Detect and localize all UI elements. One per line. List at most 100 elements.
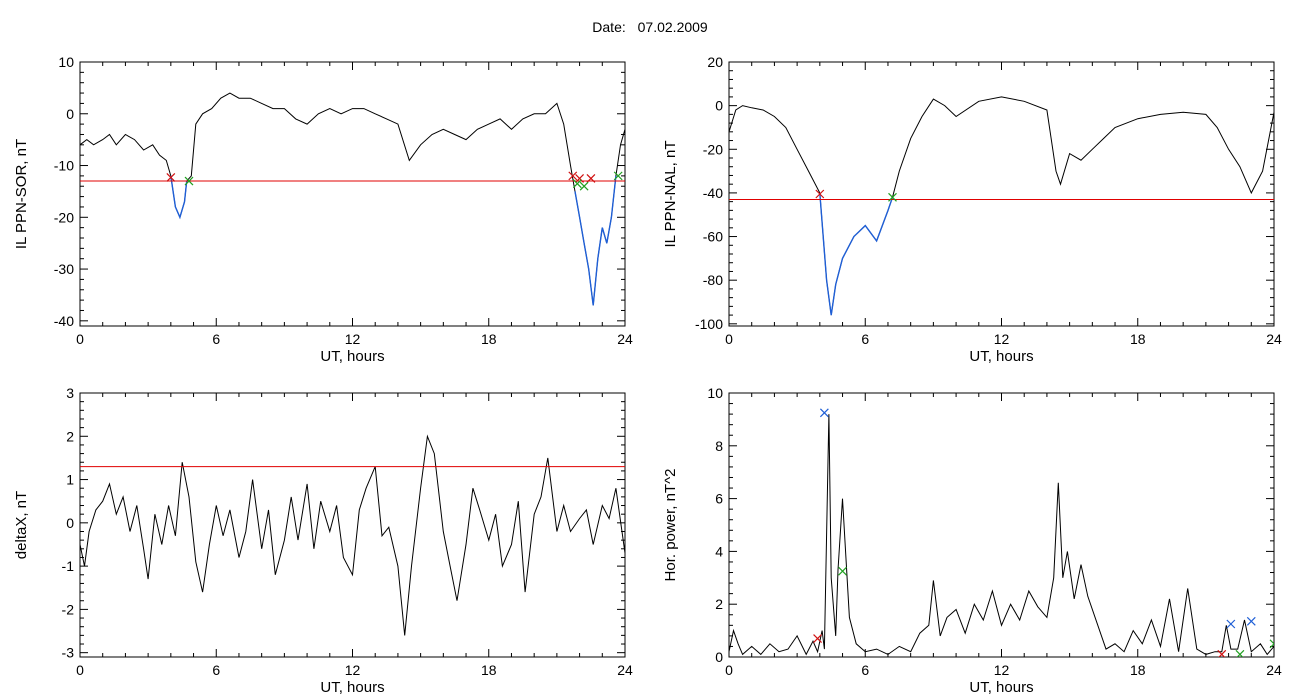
marker-peak-stroke bbox=[1226, 619, 1236, 629]
x-tick-label: 0 bbox=[725, 331, 733, 347]
marker-start bbox=[813, 634, 822, 643]
y-tick-label: 3 bbox=[66, 385, 74, 401]
marker-start bbox=[166, 173, 176, 182]
x-tick-label: 18 bbox=[1130, 331, 1146, 347]
y-tick-label: -3 bbox=[62, 645, 75, 661]
y-tick-label: 20 bbox=[707, 54, 723, 70]
marker-end-stroke bbox=[1236, 649, 1245, 657]
plot-area bbox=[729, 96, 1274, 316]
marker-start bbox=[568, 171, 578, 181]
marker-end-stroke bbox=[838, 566, 847, 576]
marker-peak-stroke bbox=[1246, 616, 1256, 626]
x-tick-label: 18 bbox=[481, 331, 497, 347]
series-line bbox=[729, 414, 1274, 656]
y-tick-label: 0 bbox=[66, 106, 74, 122]
x-tick-label: 0 bbox=[76, 331, 84, 347]
y-tick-label: -2 bbox=[62, 601, 75, 617]
panel-ppn-sor: 0 6 12 18 24 -40 -30 -20 -10 0 10 UT, hours IL PPN-S… bbox=[13, 54, 633, 365]
y-axis-label: deltaX, nT bbox=[13, 491, 30, 559]
x-tick-label: 12 bbox=[994, 662, 1010, 678]
event-series-line bbox=[574, 175, 617, 306]
x-tick-label: 24 bbox=[1266, 331, 1282, 347]
marker-end-stroke bbox=[572, 179, 582, 189]
y-tick-label: 2 bbox=[715, 596, 723, 612]
marker-end-stroke bbox=[184, 176, 194, 186]
series-line bbox=[80, 92, 625, 306]
marker-start-stroke bbox=[586, 174, 596, 183]
date-value: 07.02.2009 bbox=[637, 19, 708, 35]
y-tick-label: 0 bbox=[715, 649, 723, 665]
x-tick-label: 12 bbox=[994, 331, 1010, 347]
marker-end bbox=[838, 566, 847, 576]
x-tick-label: 12 bbox=[345, 662, 361, 678]
plot-frame bbox=[79, 61, 626, 327]
y-tick-label: 1 bbox=[66, 472, 74, 488]
x-tick-label: 24 bbox=[617, 331, 633, 347]
y-axis-label: IL PPN-NAL, nT bbox=[662, 141, 679, 248]
y-tick-label: -100 bbox=[695, 316, 723, 332]
marker-end bbox=[613, 171, 623, 181]
x-tick-label: 24 bbox=[617, 662, 633, 678]
y-tick-label: 8 bbox=[715, 438, 723, 454]
y-tick-label: -10 bbox=[54, 158, 74, 174]
marker-end-stroke bbox=[1269, 639, 1274, 645]
y-tick-label: -60 bbox=[703, 229, 723, 245]
y-tick-label: 2 bbox=[66, 428, 74, 444]
y-tick-label: 0 bbox=[715, 98, 723, 114]
y-tick-label: 6 bbox=[715, 491, 723, 507]
marker-peak bbox=[1226, 619, 1236, 629]
marker-start bbox=[815, 189, 825, 199]
x-tick-label: 12 bbox=[345, 331, 361, 347]
y-tick-label: 0 bbox=[66, 515, 74, 531]
marker-start-stroke bbox=[568, 171, 578, 181]
x-tick-label: 6 bbox=[861, 331, 869, 347]
marker-end-stroke bbox=[888, 192, 897, 202]
y-tick-label: 4 bbox=[715, 543, 723, 559]
y-tick-label: -80 bbox=[703, 272, 723, 288]
marker-end-stroke bbox=[613, 171, 623, 181]
x-axis-label: UT, hours bbox=[969, 679, 1033, 696]
marker-end bbox=[184, 176, 194, 186]
x-tick-label: 6 bbox=[861, 662, 869, 678]
page-title: Date: 07.02.2009 bbox=[0, 19, 1300, 35]
y-tick-label: -40 bbox=[703, 185, 723, 201]
x-tick-label: 0 bbox=[76, 662, 84, 678]
x-tick-label: 18 bbox=[1130, 662, 1146, 678]
event-series-line bbox=[170, 175, 188, 220]
plot-area bbox=[729, 408, 1274, 657]
y-axis-label: IL PPN-SOR, nT bbox=[13, 139, 30, 249]
marker-end bbox=[579, 181, 589, 191]
y-tick-label: -20 bbox=[703, 141, 723, 157]
y-tick-label: -20 bbox=[54, 209, 74, 225]
plot-frame bbox=[79, 392, 626, 658]
y-tick-label: -40 bbox=[54, 313, 74, 329]
y-tick-label: 10 bbox=[707, 385, 723, 401]
series-line bbox=[729, 96, 1274, 316]
marker-start-stroke bbox=[575, 174, 585, 183]
plot-area bbox=[80, 434, 625, 636]
x-tick-label: 6 bbox=[212, 331, 220, 347]
marker-end bbox=[888, 192, 897, 202]
marker-start-stroke bbox=[1218, 649, 1227, 657]
marker-end bbox=[1269, 639, 1274, 649]
marker-peak-stroke bbox=[819, 408, 829, 418]
marker-end bbox=[572, 179, 582, 189]
x-tick-label: 18 bbox=[481, 662, 497, 678]
x-axis-label: UT, hours bbox=[320, 679, 384, 696]
marker-start bbox=[575, 174, 585, 183]
plot-area bbox=[80, 92, 625, 306]
marker-peak bbox=[819, 408, 829, 418]
y-tick-label: 10 bbox=[58, 54, 74, 70]
marker-start-stroke bbox=[166, 173, 176, 182]
y-tick-label: -30 bbox=[54, 261, 74, 277]
x-axis-label: UT, hours bbox=[969, 348, 1033, 365]
marker-start bbox=[1217, 649, 1227, 657]
series-line bbox=[80, 434, 625, 636]
date-label: Date: bbox=[592, 19, 626, 35]
marker-end-stroke bbox=[1269, 642, 1274, 649]
x-tick-label: 6 bbox=[212, 662, 220, 678]
x-axis-label: UT, hours bbox=[320, 348, 384, 365]
